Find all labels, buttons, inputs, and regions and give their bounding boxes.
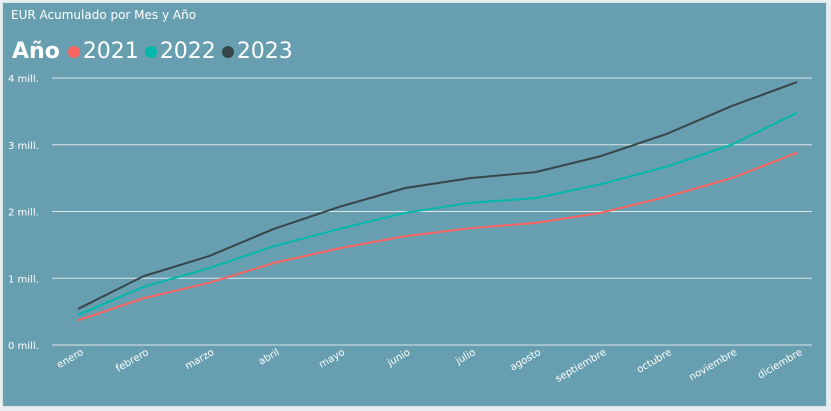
legend-label: 2022 xyxy=(159,39,216,64)
x-tick-label: enero xyxy=(55,347,85,371)
y-tick-label: 3 mill. xyxy=(8,141,39,152)
legend-dot xyxy=(221,45,234,58)
legend-item-2023[interactable]: 2023 xyxy=(221,39,293,64)
series-line-2023 xyxy=(77,81,798,310)
legend-label: 2023 xyxy=(236,39,293,64)
x-tick-label: febrero xyxy=(114,347,151,375)
legend-label: 2021 xyxy=(82,39,139,64)
x-tick-label: abril xyxy=(257,347,282,368)
series-line-2021 xyxy=(77,151,798,322)
series-line-2022 xyxy=(77,111,798,316)
x-tick-label: octubre xyxy=(635,347,674,376)
legend-item-2021[interactable]: 2021 xyxy=(67,39,139,64)
legend-item-2022[interactable]: 2022 xyxy=(144,39,216,64)
legend-dot xyxy=(67,45,80,58)
y-tick-label: 0 mill. xyxy=(8,341,39,352)
y-tick-label: 1 mill. xyxy=(8,274,39,285)
x-tick-label: noviembre xyxy=(687,347,739,383)
x-tick-label: junio xyxy=(385,347,412,369)
legend-dot xyxy=(144,45,157,58)
y-tick-label: 2 mill. xyxy=(8,208,39,219)
x-tick-label: diciembre xyxy=(756,347,805,381)
legend: Año 2021 2022 2023 xyxy=(12,39,299,64)
x-tick-label: septiembre xyxy=(554,347,609,385)
x-tick-label: agosto xyxy=(508,347,543,373)
x-tick-label: marzo xyxy=(184,347,217,372)
chart-visual: EUR Acumulado por Mes y Año Año 2021 2022… xyxy=(2,2,827,407)
x-tick-label: julio xyxy=(453,347,477,367)
x-tick-label: mayo xyxy=(317,347,347,370)
legend-title: Año xyxy=(12,39,60,64)
y-tick-label: 4 mill. xyxy=(8,74,39,85)
chart-title: EUR Acumulado por Mes y Año xyxy=(11,8,197,22)
